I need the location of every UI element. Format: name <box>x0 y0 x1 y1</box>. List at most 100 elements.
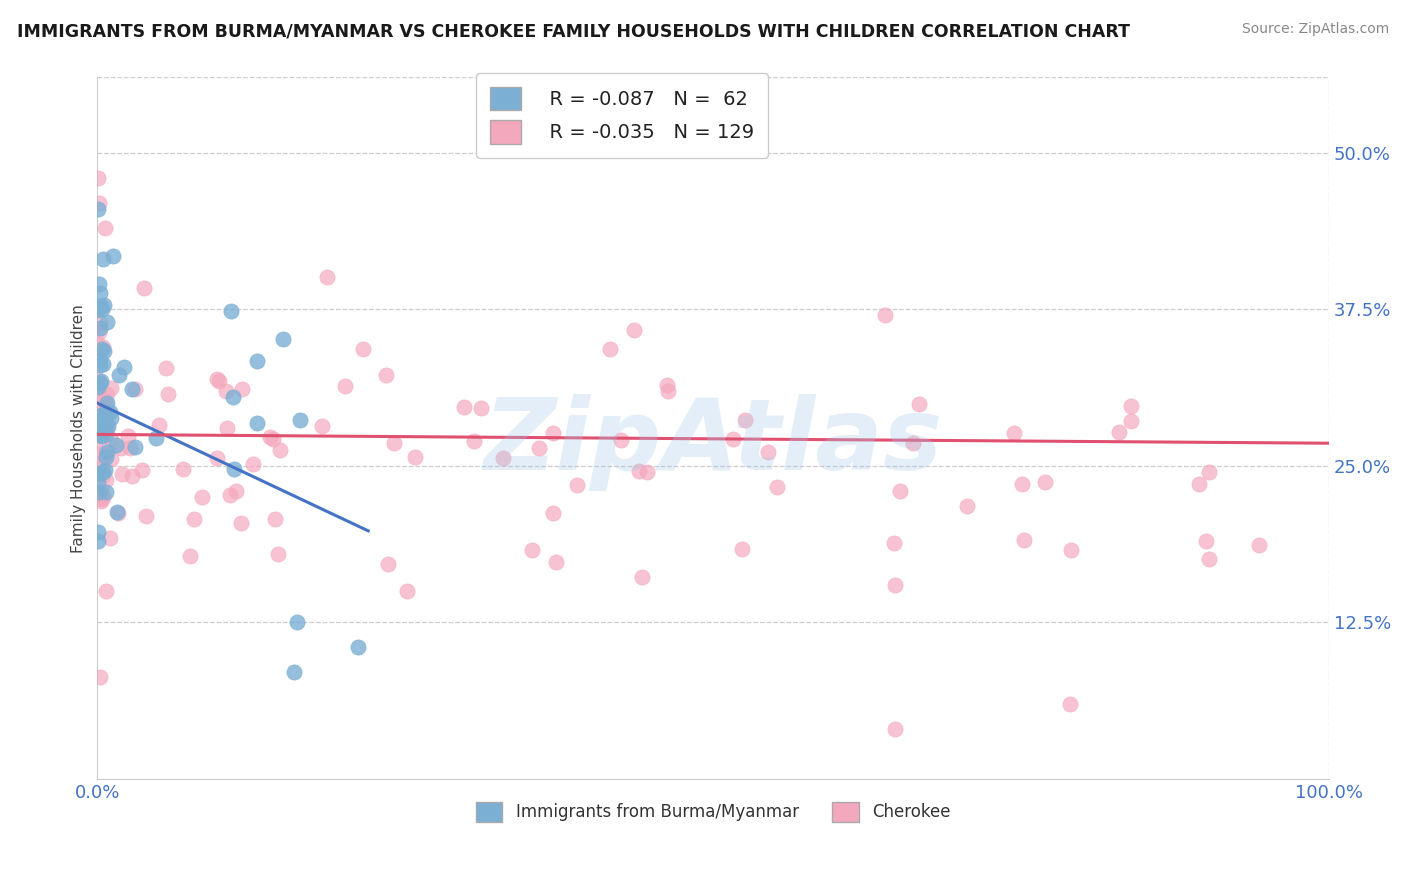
Point <box>1033 475 1056 489</box>
Point <box>90 417 112 431</box>
Point <box>96 386 118 401</box>
Point <box>1011 477 1033 491</box>
Point <box>87 448 110 462</box>
Point <box>87 524 110 539</box>
Point <box>96 422 118 436</box>
Point <box>242 457 264 471</box>
Point <box>883 536 905 550</box>
Point <box>86 303 108 318</box>
Point <box>86 533 108 548</box>
Point <box>246 416 269 430</box>
Point <box>347 640 370 655</box>
Point <box>100 381 122 395</box>
Point <box>86 372 108 386</box>
Point <box>98 405 121 419</box>
Point <box>352 342 374 356</box>
Point <box>94 463 117 477</box>
Point <box>492 451 515 466</box>
Point <box>567 478 589 492</box>
Point <box>546 555 568 569</box>
Point <box>87 384 110 398</box>
Point <box>155 361 177 376</box>
Point <box>107 507 129 521</box>
Point <box>96 450 118 465</box>
Point <box>311 419 333 434</box>
Point <box>86 459 108 474</box>
Point <box>1119 413 1142 427</box>
Point <box>883 578 905 592</box>
Point <box>105 438 128 452</box>
Point <box>121 382 143 396</box>
Point <box>118 441 141 455</box>
Point <box>94 584 117 599</box>
Point <box>889 483 911 498</box>
Point <box>90 493 112 508</box>
Point <box>956 500 979 514</box>
Point <box>269 442 291 457</box>
Point <box>205 450 228 465</box>
Point <box>94 220 117 235</box>
Point <box>1247 538 1270 552</box>
Point <box>766 480 789 494</box>
Point <box>225 483 247 498</box>
Point <box>191 491 214 505</box>
Point <box>259 430 281 444</box>
Point <box>543 506 565 520</box>
Point <box>375 368 398 382</box>
Point <box>131 463 153 477</box>
Point <box>283 665 305 680</box>
Point <box>86 202 108 216</box>
Point <box>96 417 118 431</box>
Point <box>112 360 135 375</box>
Point <box>91 342 114 356</box>
Point <box>90 483 112 498</box>
Point <box>222 462 245 476</box>
Point <box>94 473 117 487</box>
Point <box>89 422 111 436</box>
Point <box>111 467 134 481</box>
Point <box>96 444 118 458</box>
Point <box>1188 477 1211 491</box>
Point <box>93 450 115 464</box>
Point <box>599 342 621 356</box>
Point <box>86 425 108 439</box>
Point <box>541 426 564 441</box>
Point <box>93 407 115 421</box>
Point <box>636 466 658 480</box>
Point <box>98 531 121 545</box>
Point <box>100 432 122 446</box>
Point <box>731 541 754 556</box>
Point <box>1108 425 1130 439</box>
Point <box>657 384 679 399</box>
Point <box>382 436 405 450</box>
Point <box>264 512 287 526</box>
Point <box>89 376 111 390</box>
Point <box>101 249 124 263</box>
Point <box>97 418 120 433</box>
Point <box>623 323 645 337</box>
Point <box>87 389 110 403</box>
Point <box>756 445 779 459</box>
Point <box>93 421 115 435</box>
Point <box>93 465 115 479</box>
Point <box>655 378 678 392</box>
Point <box>215 384 238 398</box>
Point <box>875 308 897 322</box>
Point <box>87 195 110 210</box>
Point <box>609 433 631 447</box>
Point <box>134 508 156 523</box>
Point <box>290 413 312 427</box>
Point <box>94 401 117 415</box>
Point <box>93 340 115 354</box>
Point <box>86 170 108 185</box>
Point <box>105 505 128 519</box>
Point <box>110 442 132 456</box>
Point <box>395 584 418 599</box>
Point <box>86 484 108 499</box>
Point <box>285 615 308 630</box>
Point <box>124 382 146 396</box>
Point <box>117 428 139 442</box>
Point <box>91 409 114 423</box>
Point <box>96 485 118 500</box>
Point <box>132 281 155 295</box>
